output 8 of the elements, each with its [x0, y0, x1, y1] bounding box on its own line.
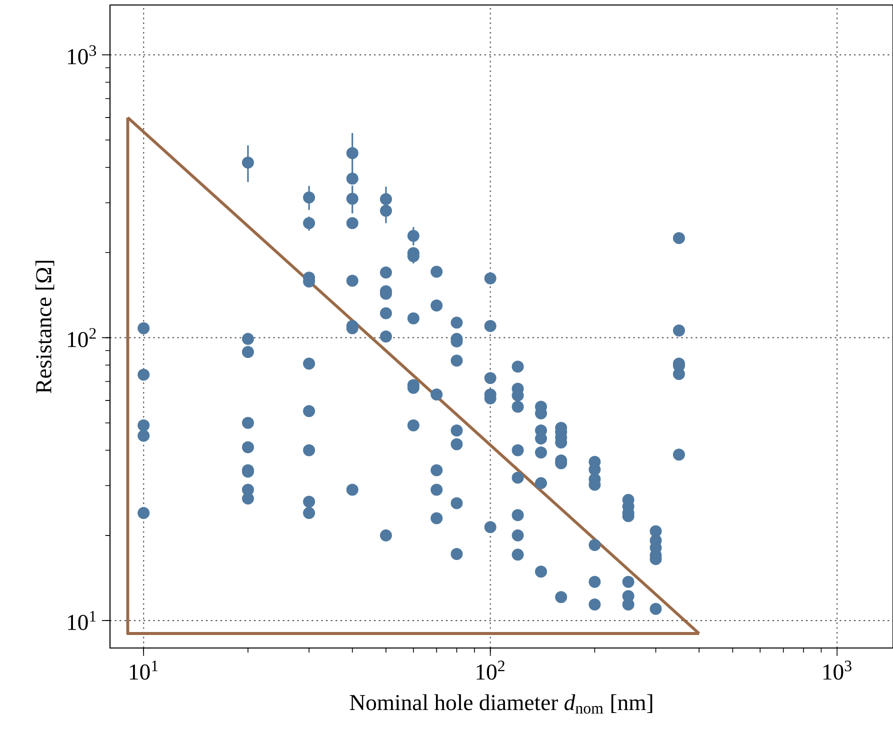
y-axis-title: Resistance [Ω] [35, 260, 54, 394]
y-tick-label: 10$^{1}$ [68, 611, 96, 630]
x-tick-label: 10$^{2}$ [476, 660, 504, 680]
x-axis-title: Nominal hole diameter d$_{nom}$ [nm] [350, 694, 652, 714]
y-tick-label: 10$^{2}$ [68, 328, 96, 348]
x-tick-label: 10$^{3}$ [823, 660, 852, 680]
y-tick-label: 10$^{3}$ [68, 45, 96, 64]
x-tick-label: 10$^{1}$ [130, 660, 158, 680]
